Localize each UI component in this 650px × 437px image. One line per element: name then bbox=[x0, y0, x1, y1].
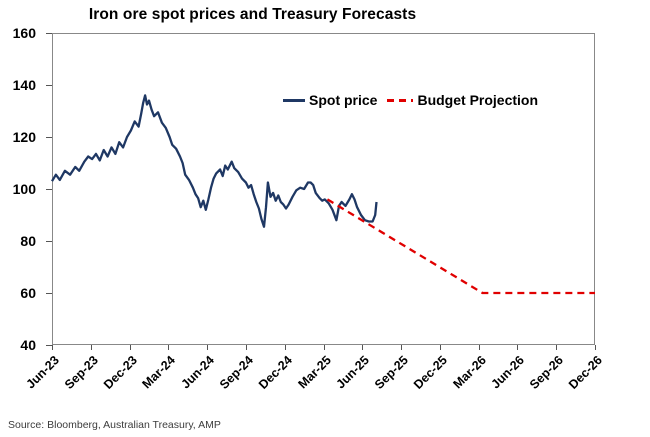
legend-spot-label: Spot price bbox=[309, 92, 378, 108]
x-axis-labels: Jun-23 Sep-23 Dec-23 Mar-24 Jun-24 Sep-24 Dec-… bbox=[24, 347, 605, 417]
chart-canvas bbox=[46, 33, 596, 350]
x-axis-tick-label: Dec-26 bbox=[566, 353, 605, 392]
spot-price-line bbox=[51, 94, 378, 228]
legend-projection-label: Budget Projection bbox=[417, 92, 539, 108]
projection-line bbox=[326, 198, 595, 295]
plot-area bbox=[46, 33, 596, 350]
y-axis-tick-label: 60 bbox=[20, 285, 36, 301]
projection-line-swatch bbox=[387, 98, 414, 102]
y-axis-tick-label: 80 bbox=[20, 233, 36, 249]
y-axis-labels: 160 140 120 100 80 60 40 bbox=[0, 25, 40, 353]
y-axis-tick-label: 100 bbox=[12, 181, 36, 197]
legend: Spot price Budget Projection bbox=[283, 92, 538, 108]
y-axis-tick-label: 120 bbox=[12, 129, 36, 145]
y-axis-tick-label: 160 bbox=[12, 25, 36, 41]
chart-title: Iron ore spot prices and Treasury Foreca… bbox=[88, 6, 417, 23]
plot-frame bbox=[52, 33, 595, 345]
spot-line-swatch bbox=[283, 98, 305, 102]
source-note: Source: Bloomberg, Australian Treasury, … bbox=[8, 419, 221, 431]
y-axis-tick-label: 140 bbox=[12, 77, 36, 93]
y-axis-tick-label: 40 bbox=[20, 337, 36, 353]
